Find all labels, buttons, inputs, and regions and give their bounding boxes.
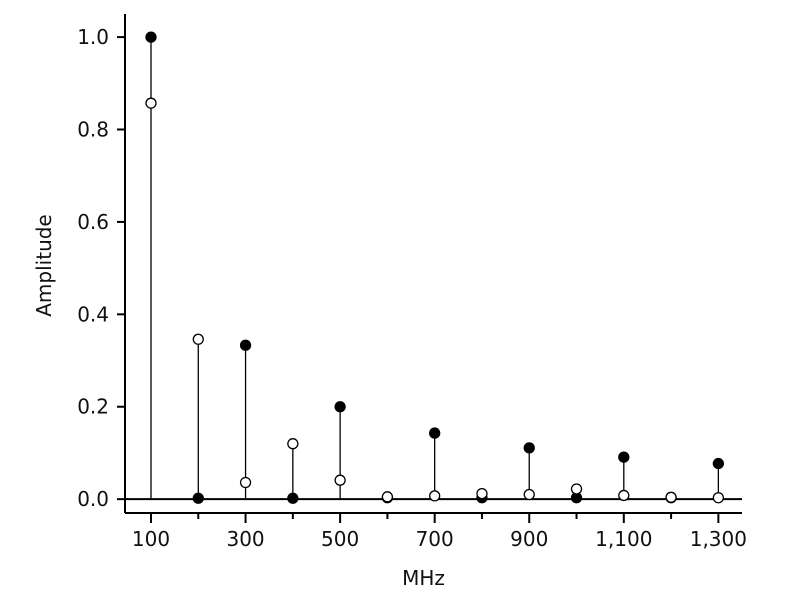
open-marker xyxy=(192,333,204,345)
y-tick-label: 0.4 xyxy=(77,302,109,326)
filled-marker xyxy=(192,492,204,504)
x-axis-ticks: 100 300 500 700 900 1,100 1,300 xyxy=(132,513,747,551)
open-marker xyxy=(665,491,677,503)
y-tick-label: 0.8 xyxy=(77,118,109,142)
open-marker xyxy=(381,491,394,503)
filled-marker xyxy=(618,451,630,463)
x-tick-label: 100 xyxy=(132,527,170,551)
y-tick-label: 1.0 xyxy=(77,25,109,49)
filled-marker xyxy=(712,457,725,470)
x-tick-label: 1,100 xyxy=(595,527,652,551)
open-marker xyxy=(570,483,583,495)
open-marker xyxy=(618,489,630,502)
y-tick-label: 0.0 xyxy=(77,487,109,511)
open-marker xyxy=(429,490,441,502)
data-markers xyxy=(145,31,725,504)
open-marker xyxy=(712,492,725,504)
open-marker xyxy=(523,488,535,501)
x-tick-label: 900 xyxy=(510,527,548,551)
x-tick-label: 500 xyxy=(321,527,359,551)
filled-marker xyxy=(287,492,299,504)
y-axis-ticks: 0.0 0.2 0.4 0.6 0.8 1.0 xyxy=(77,25,125,511)
open-marker xyxy=(239,476,252,489)
y-axis-title: Amplitude xyxy=(32,214,56,317)
y-tick-label: 0.2 xyxy=(77,395,109,419)
x-tick-label: 1,300 xyxy=(690,527,747,551)
open-marker xyxy=(476,487,488,500)
open-marker xyxy=(287,438,299,450)
filled-marker xyxy=(145,31,157,43)
y-tick-label: 0.6 xyxy=(77,210,109,234)
open-marker xyxy=(145,97,157,109)
x-axis-title: MHz xyxy=(402,566,445,590)
filled-marker xyxy=(523,442,535,454)
x-tick-label: 300 xyxy=(226,527,264,551)
filled-marker xyxy=(429,427,441,439)
filled-marker xyxy=(239,339,252,351)
x-tick-label: 700 xyxy=(416,527,454,551)
filled-marker xyxy=(334,401,346,413)
open-marker xyxy=(334,474,346,486)
